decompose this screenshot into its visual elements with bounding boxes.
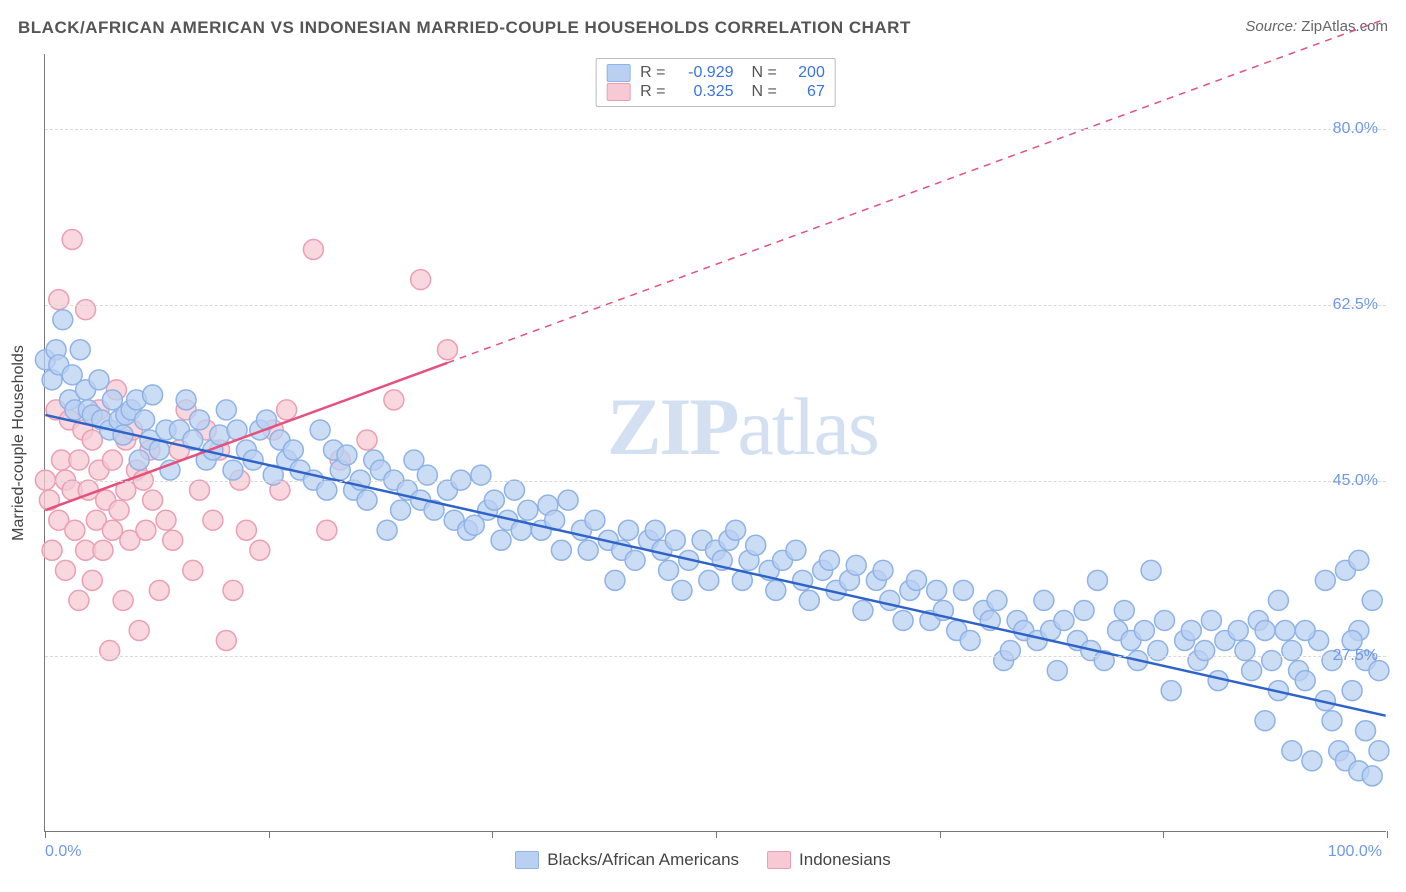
- swatch-pink: [606, 83, 630, 101]
- r-value-blue: -0.929: [676, 64, 734, 82]
- swatch-blue: [606, 64, 630, 82]
- y-tick-label: 62.5%: [1333, 296, 1378, 314]
- y-tick-label: 45.0%: [1333, 472, 1378, 490]
- plot-area: Married-couple Households ZIPatlas R = -…: [44, 54, 1386, 832]
- chart-title: BLACK/AFRICAN AMERICAN VS INDONESIAN MAR…: [18, 18, 911, 38]
- n-value-blue: 200: [787, 64, 825, 82]
- swatch-blue: [515, 851, 539, 869]
- r-label: R =: [640, 83, 665, 101]
- stats-legend: R = -0.929 N = 200 R = 0.325 N = 67: [595, 58, 836, 107]
- legend-item-blue: Blacks/African Americans: [515, 850, 739, 870]
- source-name: ZipAtlas.com: [1301, 18, 1388, 35]
- chart-svg: [45, 54, 1386, 831]
- legend-label-blue: Blacks/African Americans: [547, 850, 739, 870]
- legend-label-pink: Indonesians: [799, 850, 891, 870]
- y-tick-label: 80.0%: [1333, 120, 1378, 138]
- stats-row-blue: R = -0.929 N = 200: [606, 64, 825, 82]
- swatch-pink: [767, 851, 791, 869]
- legend-item-pink: Indonesians: [767, 850, 891, 870]
- source-prefix: Source:: [1245, 18, 1301, 35]
- stats-row-pink: R = 0.325 N = 67: [606, 83, 825, 101]
- y-tick-label: 27.5%: [1333, 647, 1378, 665]
- r-value-pink: 0.325: [676, 83, 734, 101]
- y-axis-label: Married-couple Households: [10, 345, 28, 541]
- n-value-pink: 67: [787, 83, 825, 101]
- bottom-legend: Blacks/African Americans Indonesians: [0, 850, 1406, 870]
- n-label: N =: [752, 64, 777, 82]
- n-label: N =: [752, 83, 777, 101]
- r-label: R =: [640, 64, 665, 82]
